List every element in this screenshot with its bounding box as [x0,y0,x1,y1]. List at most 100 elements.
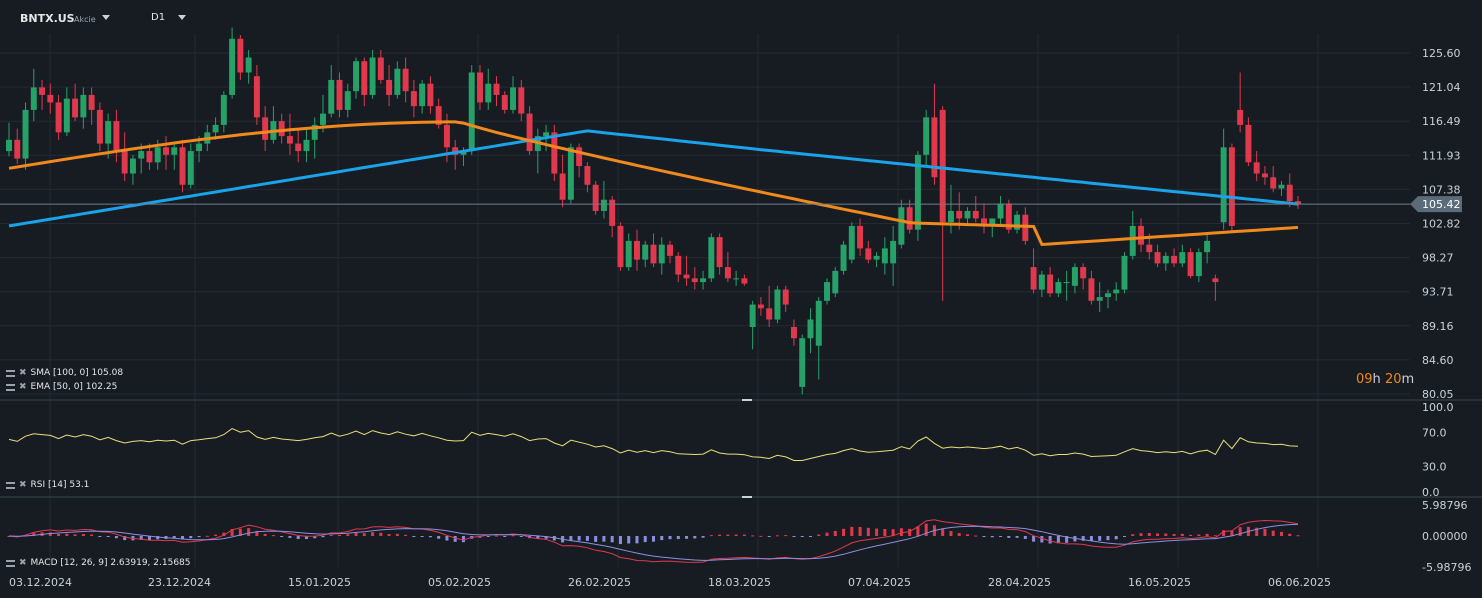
candle-body [1245,124,1252,163]
candle-countdown: 09h 20m [1356,372,1415,387]
candle-body [633,240,640,260]
price-tick-label: 121.04 [1422,81,1461,94]
macd-histogram-bar [461,536,465,543]
macd-histogram-bar [742,534,746,536]
macd-histogram-bar [635,536,639,544]
candle-body [848,225,855,260]
candle-body [625,240,632,268]
candle-body [212,124,219,133]
macd-histogram-bar [825,532,829,536]
macd-legend[interactable]: ✖ MACD [12, 26, 9] 2.63919, 2.15685 [6,558,191,568]
candle-body [328,79,335,114]
candle-body [1204,240,1211,253]
chart-toolbar: BNTX.US Akcie D1 [0,0,1482,34]
candle-body [1270,177,1277,189]
settings-icon[interactable] [6,383,15,391]
macd-histogram-bar [1156,533,1160,536]
macd-histogram-bar [90,534,94,536]
candle-body [724,267,731,279]
candle-body [460,151,467,155]
ema-legend[interactable]: ✖ EMA [50, 0] 102.25 [6,382,117,392]
close-icon[interactable]: ✖ [19,368,27,378]
macd-histogram-bar [965,534,969,536]
candle-body [410,91,417,107]
candle-body [691,278,698,283]
macd-histogram-bar [660,536,664,541]
macd-histogram-bar [1032,536,1036,542]
macd-histogram-bar [1139,533,1143,536]
macd-histogram-bar [858,526,862,536]
candle-body [1129,225,1136,256]
candle-body [1038,274,1045,290]
candle-body [708,237,715,279]
macd-histogram-bar [139,536,143,541]
macd-histogram-bar [1098,536,1102,541]
macd-histogram-bar [610,536,614,543]
macd-histogram-bar [1205,533,1209,536]
candle-body [63,98,70,133]
candle-body [1113,289,1120,294]
candle-body [1121,255,1128,290]
candle-body [617,225,624,268]
macd-histogram-bar [238,528,242,536]
date-tick-label: 03.12.2024 [9,576,72,589]
candle-body [642,244,649,260]
macd-histogram-bar [1089,536,1093,542]
candle-body [113,121,120,152]
candle-body [1104,293,1111,298]
settings-icon[interactable] [6,559,15,567]
macd-histogram-bar [338,535,342,537]
macd-histogram-bar [891,529,895,536]
candle-body [262,117,269,140]
settings-icon[interactable] [6,369,15,377]
sma-line [8,129,1299,228]
macd-histogram-bar [511,535,515,537]
candle-body [609,199,616,226]
timeframe-dropdown-icon[interactable] [178,15,186,20]
macd-histogram-bar [280,536,284,537]
macd-histogram-bar [1131,534,1135,536]
candle-body [187,151,194,185]
close-icon[interactable]: ✖ [19,480,27,490]
macd-histogram-bar [974,535,978,537]
symbol-label[interactable]: BNTX.US [20,12,75,25]
candle-body [733,278,740,280]
macd-histogram-bar [775,535,779,537]
candle-body [1187,252,1194,277]
candle-body [790,326,797,339]
candle-body [336,79,343,110]
macd-histogram-bar [230,529,234,536]
instrument-type-label: Akcie [74,15,96,24]
macd-histogram-bar [379,532,383,536]
candle-body [997,203,1004,219]
macd-histogram-bar [726,534,730,536]
macd-histogram-bar [957,533,961,536]
candle-body [402,68,409,92]
macd-histogram-bar [255,530,259,536]
candle-body [543,132,550,137]
date-tick-label: 15.01.2025 [288,576,351,589]
rsi-tick-label: 0.0 [1422,486,1440,499]
macd-histogram-bar [106,536,110,537]
candle-body [799,338,806,387]
sma-legend[interactable]: ✖ SMA [100, 0] 105.08 [6,368,123,378]
macd-histogram-bar [428,536,432,538]
close-icon[interactable]: ✖ [19,382,27,392]
macd-histogram-bar [767,536,771,537]
macd-histogram-bar [321,536,325,538]
symbol-dropdown-icon[interactable] [102,15,110,20]
settings-icon[interactable] [6,481,15,489]
date-tick-label: 16.05.2025 [1128,576,1191,589]
rsi-legend[interactable]: ✖ RSI [14] 53.1 [6,480,89,490]
pane-resize-handle[interactable] [742,496,752,498]
candle-body [129,158,136,174]
rsi-line [8,428,1299,461]
macd-histogram-bar [519,536,523,537]
candle-body [551,132,558,174]
macd-histogram-bar [156,536,160,540]
close-icon[interactable]: ✖ [19,558,27,568]
timeframe-label[interactable]: D1 [151,12,166,23]
pane-resize-handle[interactable] [742,399,752,401]
date-tick-label: 06.06.2025 [1268,576,1331,589]
